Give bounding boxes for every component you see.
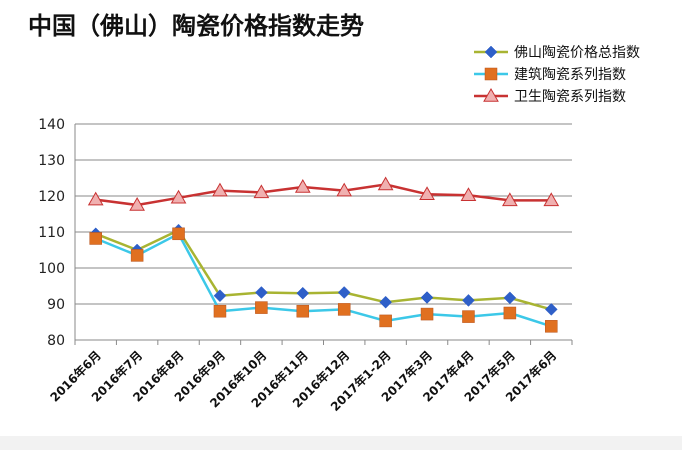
series-layer — [87, 176, 560, 333]
data-point-s0 — [296, 286, 310, 300]
data-point-s1 — [462, 310, 475, 323]
data-point-s2 — [253, 184, 270, 199]
data-point-s1 — [337, 303, 351, 316]
data-point-s1 — [213, 304, 227, 318]
axis-layer: 80901001101201301402016年6月2016年7月2016年8月… — [38, 117, 573, 414]
legend-label-1: 建筑陶瓷系列指数 — [514, 67, 626, 83]
series-line-2 — [95, 183, 552, 207]
data-point-s2 — [294, 178, 311, 193]
y-tick-label: 80 — [47, 333, 65, 349]
data-point-s2 — [460, 187, 477, 202]
data-point-s1 — [89, 232, 102, 245]
chart-title: 中国（佛山）陶瓷价格指数走势 — [28, 12, 364, 40]
data-point-s1 — [379, 314, 392, 328]
data-point-s2 — [129, 196, 145, 211]
data-point-s2 — [502, 192, 518, 207]
data-point-s1 — [503, 306, 517, 320]
data-point-s2 — [336, 182, 353, 197]
data-point-s1 — [420, 307, 434, 321]
data-point-s0 — [337, 286, 351, 299]
data-point-s2 — [212, 182, 228, 197]
series-line-0 — [95, 228, 552, 311]
legend-marker-0 — [484, 45, 498, 59]
legend-marker-1 — [484, 67, 498, 81]
data-point-s0 — [462, 294, 475, 307]
data-point-s0 — [379, 295, 392, 309]
series-0 — [89, 223, 558, 316]
data-point-s1 — [130, 249, 144, 262]
legend-label-2: 卫生陶瓷系列指数 — [514, 89, 626, 105]
data-point-s0 — [420, 291, 434, 304]
data-point-s1 — [255, 301, 268, 314]
data-point-s2 — [543, 192, 560, 207]
legend-label-0: 佛山陶瓷价格总指数 — [514, 45, 640, 61]
data-point-s1 — [172, 227, 185, 241]
y-tick-label: 110 — [38, 225, 65, 241]
data-point-s0 — [213, 289, 227, 303]
y-tick-label: 140 — [38, 117, 65, 133]
series-2 — [87, 176, 560, 211]
data-point-s2 — [170, 189, 187, 204]
legend-item-0: 佛山陶瓷价格总指数 — [474, 45, 640, 61]
y-tick-label: 130 — [38, 153, 65, 169]
series-1 — [89, 227, 558, 333]
y-tick-label: 90 — [47, 297, 65, 313]
legend-marker-2 — [483, 87, 499, 102]
data-point-s2 — [419, 186, 435, 200]
data-point-s1 — [296, 304, 310, 318]
series-line-1 — [95, 232, 552, 328]
y-tick-label: 120 — [38, 189, 65, 205]
data-point-s2 — [377, 176, 394, 191]
data-point-s2 — [87, 191, 104, 206]
legend-item-2: 卫生陶瓷系列指数 — [474, 87, 626, 105]
y-tick-label: 100 — [38, 261, 65, 277]
grid-layer — [75, 123, 572, 341]
data-point-s1 — [545, 320, 558, 333]
data-point-s0 — [544, 303, 558, 316]
data-point-s0 — [255, 286, 268, 299]
legend-item-1: 建筑陶瓷系列指数 — [474, 67, 626, 83]
bottom-bar — [0, 436, 682, 450]
data-point-s0 — [503, 291, 517, 305]
